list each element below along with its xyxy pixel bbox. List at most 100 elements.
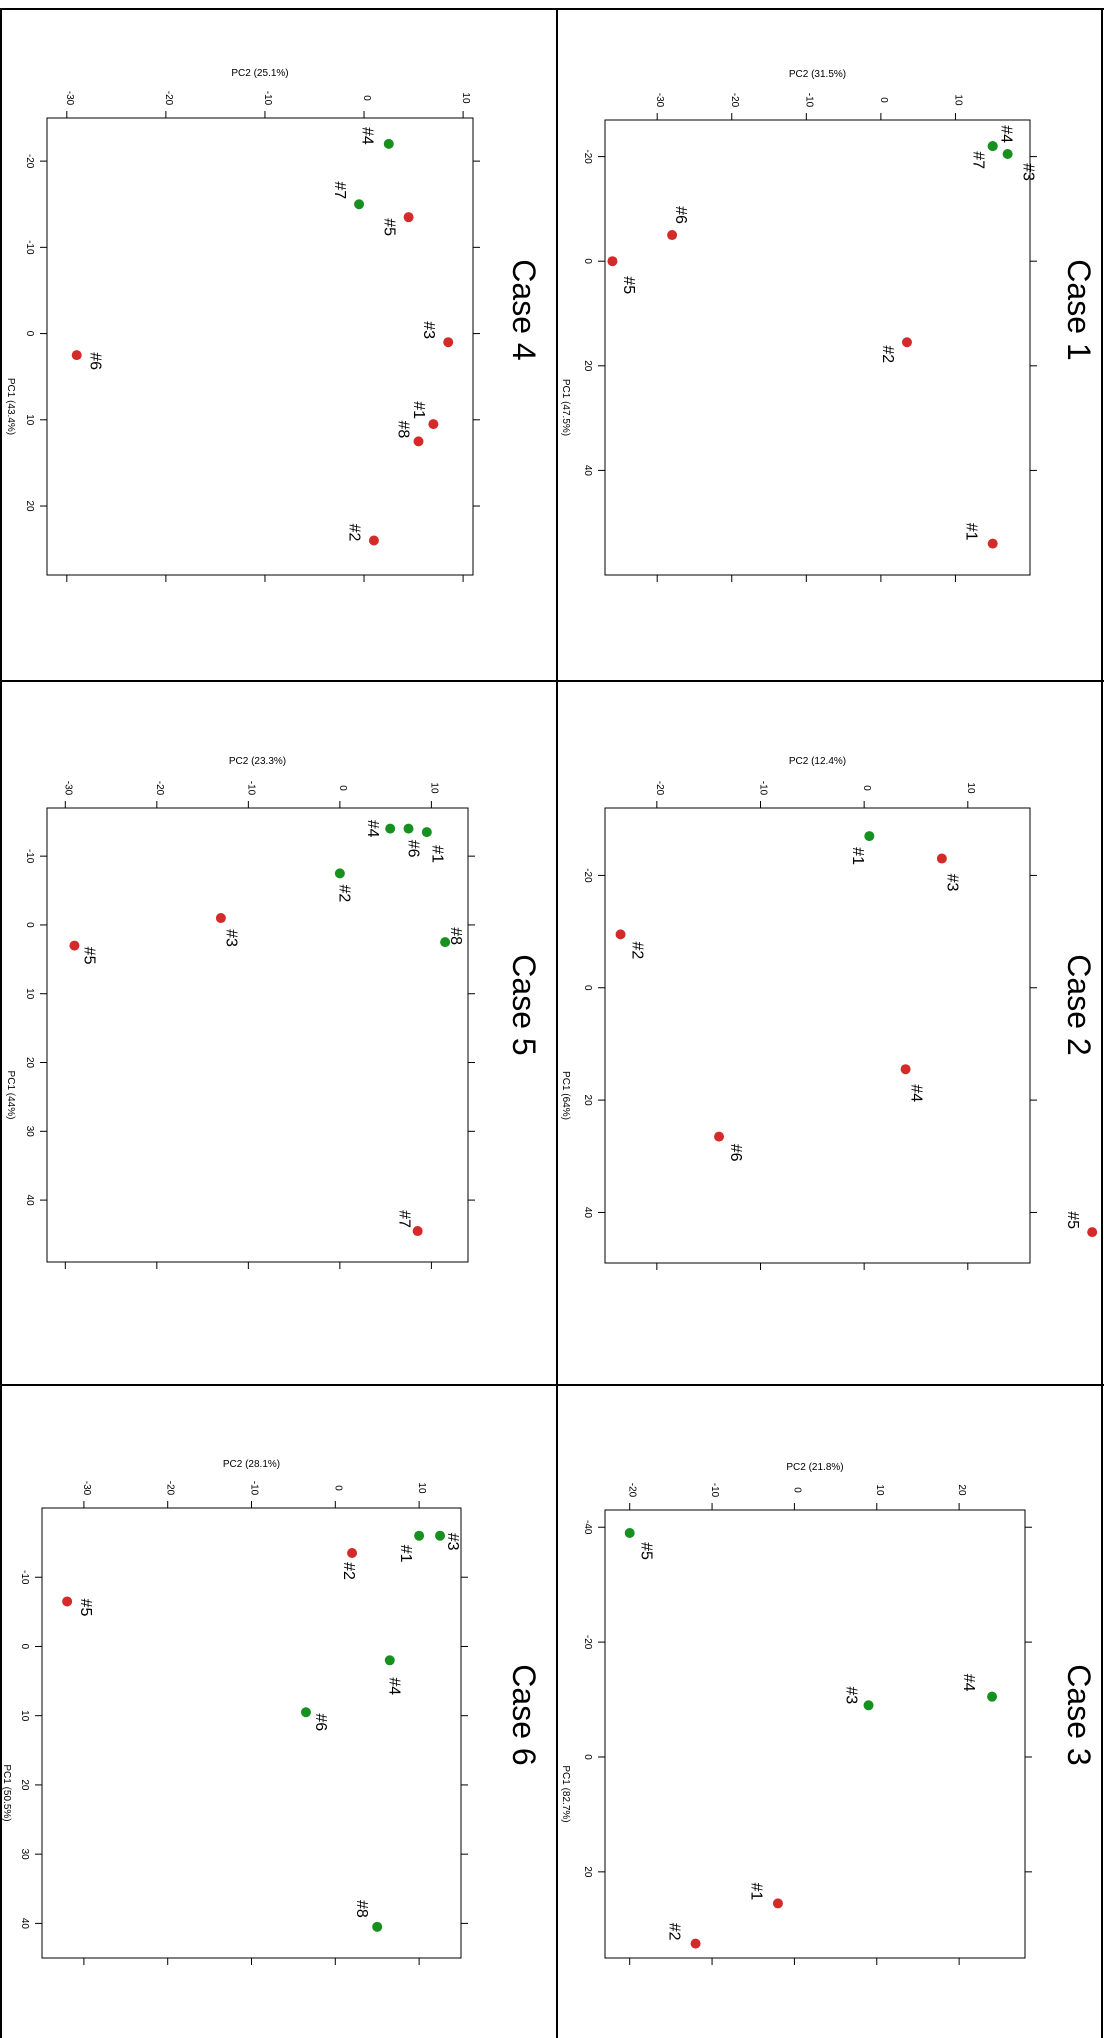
data-point: [900, 1064, 911, 1075]
tick-label-pc1: 0: [19, 1644, 30, 1650]
tick-label-pc2: 0: [791, 1487, 802, 1493]
tick-label-pc1: 30: [24, 1126, 35, 1138]
data-point: [300, 1707, 311, 1718]
point-label: #3: [420, 321, 437, 339]
axis-label-pc2: PC2 (28.1%): [223, 1459, 280, 1470]
point-label: #7: [331, 181, 348, 199]
plot-area: [46, 117, 474, 576]
data-point: [372, 1921, 383, 1932]
data-point: [428, 419, 439, 430]
tick-label-pc2: -30: [62, 781, 73, 796]
tick-label-pc1: -40: [582, 1520, 593, 1535]
point-label: #6: [727, 1144, 744, 1162]
tick-label-pc1: 40: [582, 1207, 593, 1219]
data-point: [413, 436, 424, 447]
tick-label-pc2: 10: [460, 92, 471, 104]
point-label: #5: [80, 947, 97, 965]
plot-area: [46, 807, 469, 1263]
data-point: [615, 929, 626, 940]
axis-label-pc2: PC2 (31.5%): [789, 69, 846, 80]
point-label: #4: [364, 820, 381, 838]
case-title: Case 5: [506, 954, 542, 1055]
point-label: #4: [907, 1084, 924, 1102]
tick-label-pc1: -20: [582, 868, 593, 883]
tick-label-pc2: 10: [965, 782, 976, 794]
chart-case-1: Case 1 PC2 (31.5%) PC1 (47.5%) -20 0 20 40 -30 -…: [560, 69, 1097, 582]
point-label: #3: [1019, 163, 1036, 181]
tick-label-pc2: -30: [654, 93, 665, 108]
data-point: [987, 1691, 998, 1702]
point-label: #2: [346, 524, 363, 542]
data-point: [347, 1548, 358, 1558]
data-point: [421, 827, 432, 838]
tick-label-pc1: 40: [582, 465, 593, 477]
tick-label-pc1: -10: [24, 240, 35, 255]
point-label: #4: [359, 127, 376, 145]
tick-label-pc2: 10: [416, 1482, 427, 1494]
tick-label-pc1: -10: [24, 849, 35, 864]
tick-label-pc1: 0: [582, 1754, 593, 1760]
point-label: #1: [397, 1545, 414, 1563]
point-label: #1: [748, 1883, 765, 1901]
chart-case-4: Case 4 PC2 (25.1%) PC1 (43.4%) -20 -10 0 10 20 -…: [5, 68, 542, 582]
data-point: [1002, 148, 1013, 159]
point-label: #1: [429, 845, 446, 863]
chart-case-2: Case 2 PC2 (12.4%) PC1 (64%) -20 0 20 40 -20 -10…: [560, 756, 1098, 1270]
tick-label-pc2: 0: [861, 785, 872, 791]
tick-label-pc2: -20: [163, 91, 174, 106]
data-point: [864, 831, 875, 842]
axis-label-pc2: PC2 (12.4%): [789, 756, 846, 767]
axis-label-pc1: PC1 (50.5%): [1, 1764, 12, 1821]
point-label: #6: [672, 206, 689, 224]
tick-label-pc1: 20: [582, 360, 593, 372]
plot-area: [604, 119, 1031, 576]
tick-label-pc2: 0: [337, 785, 348, 791]
point-label: #4: [386, 1677, 403, 1695]
point-label: #2: [340, 1562, 357, 1580]
tick-label-pc2: -20: [627, 1483, 638, 1498]
data-point: [354, 199, 365, 210]
data-point: [901, 337, 912, 348]
tick-label-pc2: -20: [729, 93, 740, 108]
tick-label-pc1: 10: [24, 988, 35, 1000]
tick-label-pc2: -10: [757, 781, 768, 796]
axis-label-pc1: PC1 (64%): [560, 1071, 571, 1120]
chart-case-6: Case 6 PC2 (28.1%) PC1 (50.5%) -10 0 10 20 30 40…: [1, 1459, 542, 1965]
point-label: #3: [944, 874, 961, 892]
chart-case-3: Case 3 PC2 (21.8%) PC1 (82.7%) -40 -20 0 20 -20…: [560, 1462, 1097, 1965]
point-label: #6: [312, 1713, 329, 1731]
case-title: Case 1: [1061, 259, 1097, 360]
tick-label-pc2: -10: [245, 781, 256, 796]
data-point: [714, 1131, 725, 1142]
tick-label-pc2: -10: [803, 93, 814, 108]
tick-label-pc2: -10: [249, 1481, 260, 1496]
tick-label-pc2: -30: [81, 1481, 92, 1496]
data-point: [440, 937, 451, 948]
tick-label-pc2: 0: [878, 97, 889, 103]
axis-label-pc1: PC1 (82.7%): [560, 1765, 571, 1822]
point-label: #5: [620, 276, 637, 294]
tick-label-pc1: -20: [582, 1635, 593, 1650]
point-label: #3: [223, 929, 240, 947]
tick-label-pc2: 0: [361, 95, 372, 101]
tick-label-pc1: 30: [19, 1849, 30, 1861]
data-point: [384, 1655, 395, 1666]
data-point: [71, 350, 82, 361]
tick-label-pc1: 10: [24, 414, 35, 426]
point-label: #4: [960, 1674, 977, 1692]
axis-label-pc1: PC1 (47.5%): [560, 379, 571, 436]
data-point: [383, 138, 394, 149]
point-label: #2: [336, 884, 353, 902]
tick-label-pc1: 20: [582, 1866, 593, 1878]
tick-label-pc1: 20: [24, 500, 35, 512]
tick-label-pc2: 0: [332, 1485, 343, 1491]
tick-label-pc2: 10: [952, 94, 963, 106]
case-title: Case 6: [506, 1664, 542, 1765]
point-label: #8: [394, 420, 411, 438]
tick-label-pc1: -10: [19, 1570, 30, 1585]
case-title: Case 4: [506, 259, 542, 360]
data-point: [69, 940, 80, 951]
tick-label-pc1: 40: [19, 1918, 30, 1930]
data-point: [624, 1527, 635, 1538]
